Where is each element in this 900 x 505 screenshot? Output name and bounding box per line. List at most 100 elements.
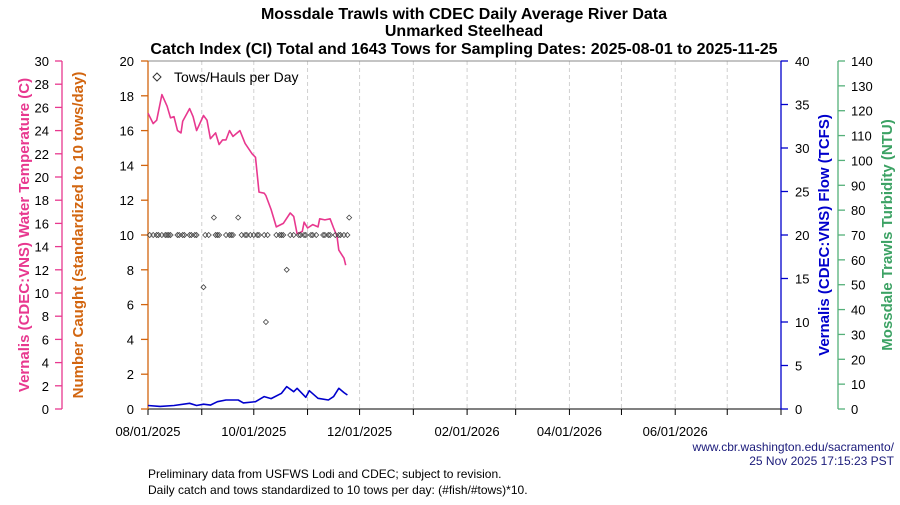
x-tick-label: 06/01/2026	[643, 424, 708, 439]
tows-point	[325, 231, 332, 239]
temperature-tick-label: 2	[42, 379, 49, 394]
tows-point	[162, 231, 169, 239]
tows-point	[186, 231, 193, 239]
tows-point	[280, 231, 287, 239]
title-line-2: Unmarked Steelhead	[385, 23, 543, 40]
title-line-1: Mossdale Trawls with CDEC Daily Average …	[261, 6, 667, 23]
x-tick-label: 02/01/2026	[435, 424, 500, 439]
tows-point	[238, 231, 245, 239]
tows-point	[327, 231, 334, 239]
catch-tick-label: 18	[120, 89, 134, 104]
flow-tick-label: 15	[795, 272, 809, 287]
legend-label: Tows/Hauls per Day	[174, 69, 299, 85]
tows-point	[243, 231, 250, 239]
temperature-tick-label: 16	[35, 216, 49, 231]
catch-tick-label: 8	[127, 263, 134, 278]
tows-point	[307, 231, 315, 239]
turbidity-tick-label: 140	[851, 54, 873, 69]
tows-point	[228, 231, 235, 239]
tows-point	[254, 231, 261, 239]
catch-tick-label: 6	[127, 298, 134, 313]
temperature-tick-label: 10	[35, 286, 49, 301]
catch-tick-label: 14	[120, 158, 134, 173]
temperature-line	[147, 93, 347, 266]
temperature-tick-label: 12	[35, 263, 49, 278]
x-tick-label: 08/01/2025	[115, 424, 180, 439]
footnote-2: Daily catch and tows standardized to 10 …	[148, 483, 528, 497]
turbidity-tick-label: 100	[851, 153, 873, 168]
tows-point	[335, 231, 342, 239]
legend-diamond-icon	[152, 72, 162, 82]
turbidity-tick-label: 50	[851, 278, 865, 293]
tows-point	[302, 231, 309, 239]
tows-point	[344, 231, 351, 239]
tows-point	[176, 231, 183, 239]
flow-tick-label: 10	[795, 315, 809, 330]
tows-point	[158, 231, 165, 239]
turbidity-tick-label: 40	[851, 303, 865, 318]
x-tick-label: 10/01/2025	[221, 424, 286, 439]
temperature-tick-label: 24	[35, 124, 49, 139]
catch-tick-label: 0	[127, 402, 134, 417]
tows-point	[235, 214, 242, 221]
flow-tick-label: 0	[795, 402, 802, 417]
tows-point	[226, 231, 233, 239]
tows-point	[340, 231, 348, 239]
turbidity-tick-label: 60	[851, 253, 865, 268]
tows-point	[264, 231, 271, 239]
temperature-axis-label: Vernalis (CDEC:VNS) Water Temperature (C…	[16, 78, 33, 392]
tows-point	[191, 231, 198, 239]
catch-axis-label: Number Caught (standardized to 10 tows/d…	[70, 72, 87, 399]
catch-tick-label: 10	[120, 228, 134, 243]
tows-point	[212, 231, 219, 239]
tows-point	[287, 231, 294, 239]
tows-point	[320, 231, 327, 239]
catch-tick-label: 2	[127, 367, 134, 382]
axes: 08/01/2025 10/01/2025 12/01/2025 02/01/2026…	[35, 54, 873, 439]
flow-tick-label: 5	[795, 359, 802, 374]
temperature-tick-label: 30	[35, 54, 49, 69]
tows-point	[278, 231, 285, 239]
tows-point	[295, 231, 302, 239]
tows-point	[188, 231, 195, 239]
temperature-tick-label: 28	[35, 77, 49, 92]
title-line-3: Catch Index (CI) Total and 1643 Tows for…	[150, 41, 777, 58]
temperature-tick-label: 8	[42, 309, 49, 324]
tows-point	[205, 231, 212, 239]
temperature-tick-label: 14	[35, 240, 49, 255]
turbidity-tick-label: 80	[851, 203, 865, 218]
flow-line	[147, 385, 348, 408]
tows-point	[155, 231, 162, 239]
tows-point	[346, 214, 353, 221]
turbidity-tick-label: 90	[851, 178, 865, 193]
flow-tick-label: 25	[795, 185, 809, 200]
footnote-1: Preliminary data from USFWS Lodi and CDE…	[148, 467, 501, 481]
tows-point	[290, 231, 297, 239]
turbidity-tick-label: 110	[851, 129, 872, 144]
tows-point	[301, 231, 308, 239]
tows-point	[167, 231, 174, 239]
tows-point	[283, 266, 290, 273]
turbidity-tick-label: 30	[851, 327, 865, 342]
tows-point	[193, 231, 200, 239]
temperature-tick-label: 22	[35, 147, 49, 162]
temperature-tick-label: 0	[42, 402, 49, 417]
turbidity-tick-label: 130	[851, 79, 873, 94]
tows-point	[242, 231, 249, 239]
tows-point	[337, 231, 344, 239]
tows-point	[202, 231, 209, 239]
source-url: www.cbr.washington.edu/sacramento/	[692, 440, 895, 454]
tows-point	[273, 231, 280, 239]
turbidity-tick-label: 0	[851, 402, 858, 417]
flow-axis-label: Vernalis (CDEC:VNS) Flow (TCFS)	[816, 114, 833, 356]
turbidity-tick-label: 70	[851, 228, 865, 243]
tows-point	[216, 231, 223, 239]
temperature-tick-label: 26	[35, 100, 49, 115]
tows-point	[181, 231, 188, 239]
flow-tick-label: 20	[795, 228, 809, 243]
tows-point	[255, 231, 263, 239]
catch-tick-label: 12	[120, 193, 134, 208]
tows-point	[309, 231, 316, 239]
tows-point	[200, 284, 207, 291]
